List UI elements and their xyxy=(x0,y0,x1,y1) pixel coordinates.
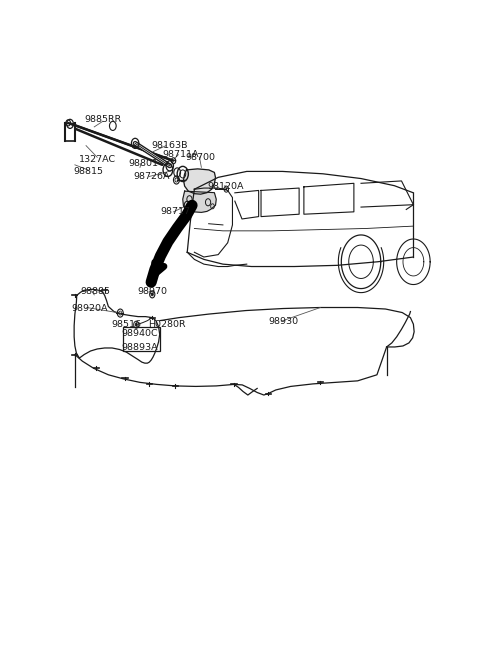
Polygon shape xyxy=(183,191,216,212)
Circle shape xyxy=(135,323,137,327)
Circle shape xyxy=(186,204,188,207)
Bar xyxy=(123,327,160,351)
Polygon shape xyxy=(183,169,216,194)
Text: 98711A: 98711A xyxy=(163,150,199,159)
Text: 9885RR: 9885RR xyxy=(84,115,121,124)
Text: 98726A: 98726A xyxy=(133,173,169,181)
Text: H0280R: H0280R xyxy=(148,320,186,328)
Circle shape xyxy=(151,293,154,296)
Text: 98940C: 98940C xyxy=(121,328,157,338)
Text: 98930: 98930 xyxy=(268,317,298,326)
Text: 98516: 98516 xyxy=(111,320,141,328)
Text: 98700: 98700 xyxy=(186,153,216,162)
Text: 1327AC: 1327AC xyxy=(79,155,116,164)
Text: 98717: 98717 xyxy=(160,208,190,216)
Text: 98163B: 98163B xyxy=(152,141,188,150)
Text: 98120A: 98120A xyxy=(207,181,244,191)
Text: 98970: 98970 xyxy=(137,287,167,296)
Text: 98815: 98815 xyxy=(73,167,103,176)
Text: 98893A: 98893A xyxy=(121,344,157,352)
Text: 98885: 98885 xyxy=(80,287,110,296)
Text: 98920A: 98920A xyxy=(72,304,108,313)
Text: 98801: 98801 xyxy=(129,160,159,168)
